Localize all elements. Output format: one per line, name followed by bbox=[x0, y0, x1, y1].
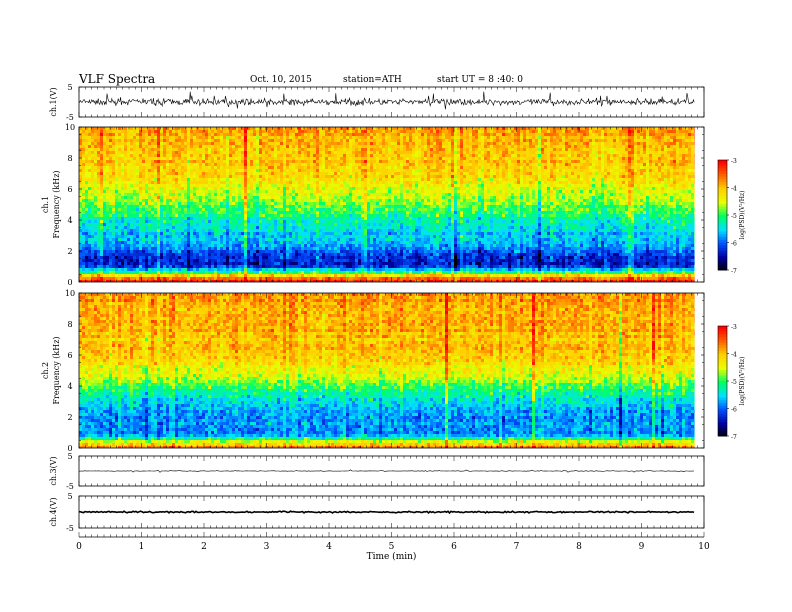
y-tick-label: 2 bbox=[67, 247, 72, 256]
y-tick-label: 10 bbox=[65, 123, 75, 132]
y-tick-label: -5 bbox=[66, 524, 74, 533]
colorbar-tick-label: -7 bbox=[731, 268, 737, 275]
vlf-figure: 5-5ch.1(V)-3-4-5-6-7log(PSD)(V²/Hz)02468… bbox=[0, 0, 792, 612]
x-tick-label: 8 bbox=[576, 542, 582, 552]
y-tick-label: 4 bbox=[67, 216, 72, 225]
y-tick-label: -5 bbox=[66, 482, 74, 491]
colorbar-tick-label: -3 bbox=[731, 324, 737, 331]
panel-4: 5 -5 ch.3(V) bbox=[49, 452, 704, 491]
colorbar-tick-label: -4 bbox=[731, 352, 737, 359]
y-tick-label: 6 bbox=[67, 185, 72, 194]
panel-1: 5 -5 ch.1(V) bbox=[49, 83, 704, 122]
colorbar-tick-label: -5 bbox=[731, 379, 737, 386]
y-axis-label: ch.2 bbox=[41, 362, 50, 379]
x-tick-label: 10 bbox=[698, 542, 710, 552]
x-tick-label: 9 bbox=[639, 542, 645, 552]
y-tick-label: 2 bbox=[67, 413, 72, 422]
x-tick-label: 5 bbox=[389, 542, 395, 552]
panel-5: 5 -5 ch.4(V) bbox=[49, 492, 704, 533]
y-axis-label: ch.1 bbox=[41, 196, 50, 213]
x-tick-label: 4 bbox=[326, 542, 332, 552]
y-tick-label: 8 bbox=[67, 320, 72, 329]
y-tick-label: 4 bbox=[67, 382, 72, 391]
trace-ch.1(V) bbox=[79, 92, 694, 110]
time-axis: 0 1 2 3 4 5 6 7 8 9 10 Time (min) bbox=[76, 532, 710, 562]
y-tick-label: -5 bbox=[66, 113, 74, 122]
x-tick-label: 2 bbox=[201, 542, 207, 552]
spectrogram-ch1 bbox=[79, 127, 695, 282]
x-tick-label: 1 bbox=[139, 542, 145, 552]
trace-ch.3(V) bbox=[79, 470, 694, 472]
x-tick-label: 3 bbox=[264, 542, 270, 552]
panel-2: -3 -4 -5 -6 -7 log(PSD)(V²/Hz) 0 2 4 6 8 10 ch.1 Freq… bbox=[41, 123, 746, 287]
y-axis-label: Frequency (kHz) bbox=[52, 336, 61, 404]
x-tick-label: 6 bbox=[451, 542, 457, 552]
colorbar-tick-label: -5 bbox=[731, 213, 737, 220]
x-tick-label: 0 bbox=[76, 542, 82, 552]
x-tick-label: 7 bbox=[514, 542, 520, 552]
colorbar: -3 -4 -5 -6 -7 log(PSD)(V²/Hz) bbox=[718, 158, 746, 275]
y-axis-label: Frequency (kHz) bbox=[52, 170, 61, 238]
y-tick-label: 10 bbox=[65, 289, 75, 298]
colorbar-tick-label: -4 bbox=[731, 186, 737, 193]
colorbar-tick-label: -3 bbox=[731, 158, 737, 165]
colorbar-label: log(PSD)(V²/Hz) bbox=[739, 191, 746, 240]
y-tick-label: 6 bbox=[67, 351, 72, 360]
colorbar-tick-label: -6 bbox=[731, 241, 737, 248]
y-tick-label: 5 bbox=[67, 83, 72, 92]
x-axis-label: Time (min) bbox=[367, 551, 417, 562]
trace-ch.4(V) bbox=[79, 511, 694, 513]
y-tick-label: 5 bbox=[67, 452, 72, 461]
colorbar-tick-label: -6 bbox=[731, 407, 737, 414]
y-axis-label: ch.1(V) bbox=[49, 87, 58, 116]
colorbar-tick-label: -7 bbox=[731, 434, 737, 441]
y-axis-label: ch.4(V) bbox=[49, 497, 58, 526]
y-axis-label: ch.3(V) bbox=[49, 456, 58, 485]
y-tick-label: 0 bbox=[67, 278, 72, 287]
y-tick-label: 5 bbox=[67, 492, 72, 501]
colorbar: -3 -4 -5 -6 -7 log(PSD)(V²/Hz) bbox=[718, 324, 746, 441]
spectrogram-ch2 bbox=[79, 293, 695, 448]
colorbar-label: log(PSD)(V²/Hz) bbox=[739, 357, 746, 406]
y-tick-label: 8 bbox=[67, 154, 72, 163]
